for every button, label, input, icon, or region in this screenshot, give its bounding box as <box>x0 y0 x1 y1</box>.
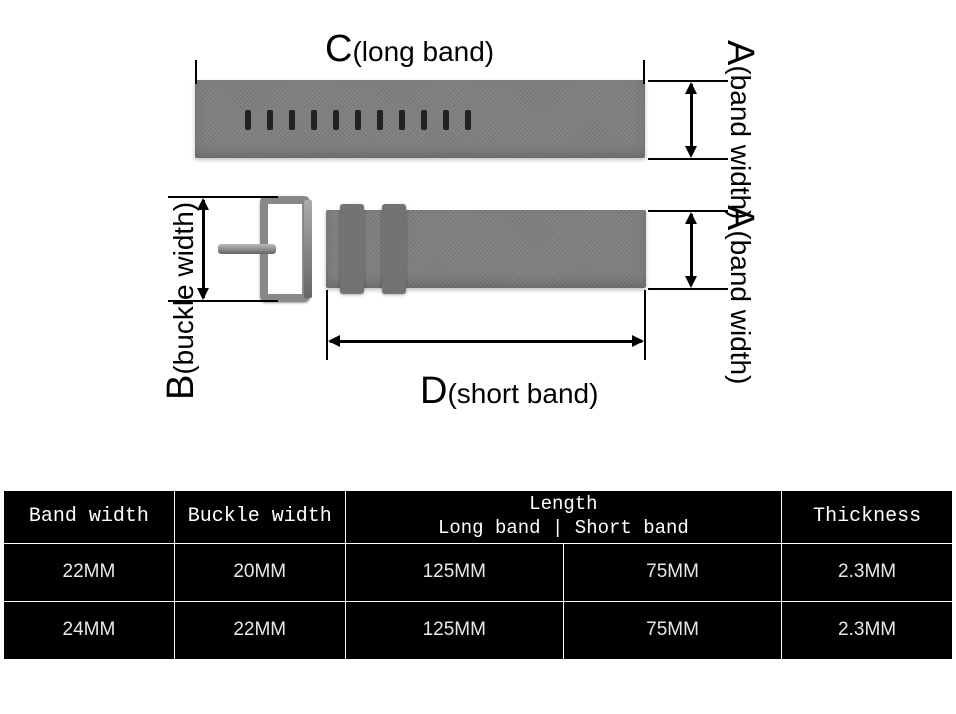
cell-long-band: 125MM <box>345 543 563 601</box>
buckle-pin <box>218 244 276 254</box>
short-band <box>326 210 646 288</box>
table-row: 24MM 22MM 125MM 75MM 2.3MM <box>4 601 953 659</box>
cell-thickness: 2.3MM <box>782 601 953 659</box>
band-keeper <box>340 204 364 294</box>
a1-line <box>690 84 693 154</box>
label-b-letter: B <box>160 375 202 400</box>
diagram-area: C(long band) A(band width) <box>0 0 956 440</box>
buckle-bar <box>304 200 312 298</box>
label-c: C(long band) <box>325 28 494 71</box>
band-hole <box>465 110 471 130</box>
cell-buckle-width: 20MM <box>174 543 345 601</box>
c-tick-right <box>643 60 645 84</box>
long-band-holes <box>245 110 471 130</box>
label-b: B(buckle width) <box>160 202 203 400</box>
label-d-desc: (short band) <box>447 378 598 409</box>
a1-arrow-down <box>685 146 697 158</box>
band-hole <box>289 110 295 130</box>
d-tick-left <box>326 290 328 360</box>
cell-band-width: 24MM <box>4 601 175 659</box>
a2-line <box>690 214 693 284</box>
label-a2-letter: A <box>719 205 761 230</box>
band-keeper <box>382 204 406 294</box>
band-hole <box>355 110 361 130</box>
d-tick-right <box>644 290 646 360</box>
band-hole <box>443 110 449 130</box>
a1-tick-bot <box>648 158 728 160</box>
cell-buckle-width: 22MM <box>174 601 345 659</box>
band-hole <box>377 110 383 130</box>
label-c-desc: (long band) <box>352 36 494 67</box>
cell-long-band: 125MM <box>345 601 563 659</box>
a2-arrow-down <box>685 276 697 288</box>
b-tick-top <box>168 196 278 198</box>
label-a1-letter: A <box>719 40 761 65</box>
cell-short-band: 75MM <box>563 543 781 601</box>
cell-band-width: 22MM <box>4 543 175 601</box>
col-thickness: Thickness <box>782 491 953 544</box>
d-arrow-right <box>632 335 644 347</box>
a2-tick-bot <box>648 288 728 290</box>
spec-table: Band width Buckle width Length Long band… <box>3 490 953 660</box>
band-hole <box>311 110 317 130</box>
table-body: 22MM 20MM 125MM 75MM 2.3MM 24MM 22MM 125… <box>4 543 953 659</box>
band-hole <box>421 110 427 130</box>
label-a1-desc: (band width) <box>725 65 756 219</box>
cell-thickness: 2.3MM <box>782 543 953 601</box>
label-d: D(short band) <box>420 370 598 413</box>
col-length-line1: Length <box>350 493 778 517</box>
long-band <box>195 80 645 158</box>
label-c-letter: C <box>325 28 352 70</box>
table-header-row: Band width Buckle width Length Long band… <box>4 491 953 544</box>
label-a-1: A(band width) <box>718 40 761 219</box>
col-length-line2: Long band | Short band <box>350 517 778 541</box>
cell-short-band: 75MM <box>563 601 781 659</box>
band-hole <box>333 110 339 130</box>
table-head: Band width Buckle width Length Long band… <box>4 491 953 544</box>
band-hole <box>267 110 273 130</box>
col-length: Length Long band | Short band <box>345 491 782 544</box>
a1-arrow-up <box>685 82 697 94</box>
d-line <box>330 340 642 343</box>
label-d-letter: D <box>420 370 447 412</box>
label-a2-desc: (band width) <box>725 230 756 384</box>
col-band-width: Band width <box>4 491 175 544</box>
band-hole <box>399 110 405 130</box>
label-a-2: A(band width) <box>718 205 761 384</box>
col-buckle-width: Buckle width <box>174 491 345 544</box>
a2-arrow-up <box>685 212 697 224</box>
c-tick-left <box>195 60 197 84</box>
table-row: 22MM 20MM 125MM 75MM 2.3MM <box>4 543 953 601</box>
d-arrow-left <box>328 335 340 347</box>
band-hole <box>245 110 251 130</box>
buckle <box>230 196 330 302</box>
label-b-desc: (buckle width) <box>168 202 199 375</box>
